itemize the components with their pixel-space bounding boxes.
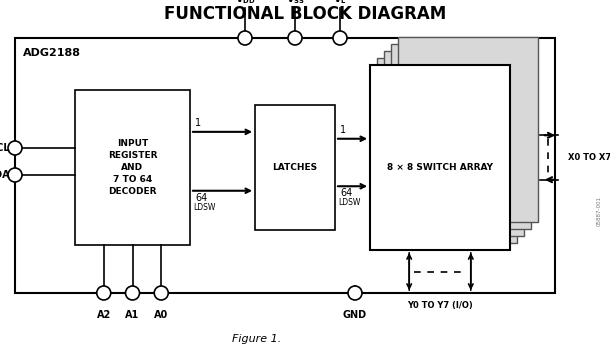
Text: $\mathbf{V_L}$: $\mathbf{V_L}$ <box>333 0 347 6</box>
Text: 64: 64 <box>340 188 352 198</box>
Text: 1: 1 <box>340 125 346 135</box>
Text: LDSW: LDSW <box>338 198 361 207</box>
Circle shape <box>238 31 252 45</box>
Text: A0: A0 <box>154 310 168 320</box>
Circle shape <box>288 31 302 45</box>
Circle shape <box>348 286 362 300</box>
Text: A1: A1 <box>126 310 140 320</box>
Text: 1: 1 <box>195 118 201 128</box>
Text: SDA: SDA <box>0 170 10 180</box>
Circle shape <box>333 31 347 45</box>
Text: LATCHES: LATCHES <box>273 163 318 172</box>
Text: ADG2188: ADG2188 <box>23 48 81 58</box>
Text: FUNCTIONAL BLOCK DIAGRAM: FUNCTIONAL BLOCK DIAGRAM <box>164 5 446 23</box>
Circle shape <box>97 286 111 300</box>
Text: Figure 1.: Figure 1. <box>232 334 281 344</box>
Text: Y0 TO Y7 (I/O): Y0 TO Y7 (I/O) <box>407 301 473 310</box>
Text: X0 TO X7 (I/O): X0 TO X7 (I/O) <box>568 153 610 162</box>
Text: $\mathbf{V_{DD}}$: $\mathbf{V_{DD}}$ <box>235 0 255 6</box>
Circle shape <box>8 168 22 182</box>
Bar <box>255 105 335 230</box>
Circle shape <box>8 141 22 155</box>
Bar <box>377 58 517 243</box>
Text: SCL: SCL <box>0 143 10 153</box>
Bar <box>384 51 524 236</box>
Circle shape <box>154 286 168 300</box>
Text: LDSW: LDSW <box>193 203 215 212</box>
Text: 8 × 8 SWITCH ARRAY: 8 × 8 SWITCH ARRAY <box>387 163 493 172</box>
Bar <box>370 65 510 250</box>
Bar <box>75 90 190 245</box>
Text: GND: GND <box>343 310 367 320</box>
Text: 05887-001: 05887-001 <box>597 196 602 226</box>
Text: A2: A2 <box>96 310 111 320</box>
Circle shape <box>126 286 140 300</box>
Bar <box>391 44 531 229</box>
Bar <box>15 38 555 293</box>
Text: 64: 64 <box>195 193 207 203</box>
Text: INPUT
REGISTER
AND
7 TO 64
DECODER: INPUT REGISTER AND 7 TO 64 DECODER <box>108 139 157 196</box>
Text: $\mathbf{V_{SS}}$: $\mathbf{V_{SS}}$ <box>285 0 304 6</box>
Bar <box>398 37 538 222</box>
